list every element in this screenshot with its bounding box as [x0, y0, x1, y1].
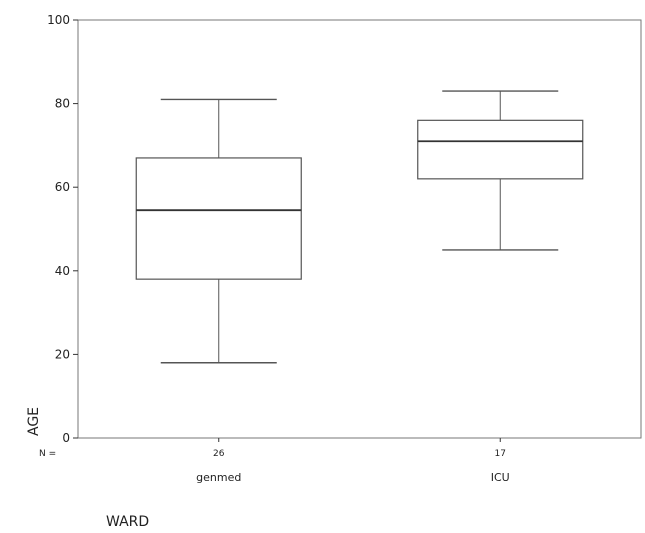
y-tick-label: 0: [62, 431, 70, 445]
category-label: genmed: [196, 471, 241, 484]
box-icu: [417, 90, 584, 442]
plot-frame: [77, 19, 642, 439]
category-label: ICU: [491, 471, 510, 484]
y-tick-label: 100: [47, 13, 70, 27]
y-tick-label: 60: [55, 180, 70, 194]
box-genmed: [135, 98, 302, 442]
y-tick-label: 40: [55, 264, 70, 278]
interquartile-box: [135, 157, 302, 280]
n-count-label: 26: [213, 449, 225, 459]
y-tick-label: 20: [55, 347, 70, 361]
x-axis-title: WARD: [106, 514, 149, 530]
n-count-label: 17: [495, 449, 506, 459]
interquartile-box: [417, 119, 584, 180]
n-prefix-label: N =: [39, 449, 56, 459]
y-axis-title: AGE: [26, 407, 42, 436]
y-tick-label: 80: [55, 97, 70, 111]
